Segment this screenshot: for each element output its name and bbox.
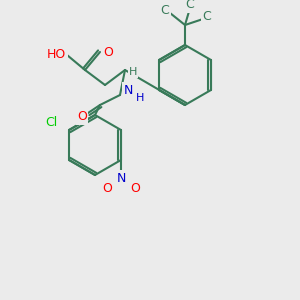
Text: HO: HO xyxy=(47,49,66,62)
Text: O: O xyxy=(77,110,87,124)
Text: O: O xyxy=(130,182,140,194)
Text: C: C xyxy=(202,11,211,23)
Text: C: C xyxy=(186,0,194,11)
Text: Cl: Cl xyxy=(45,116,57,128)
Text: O: O xyxy=(102,182,112,194)
Text: O: O xyxy=(103,46,113,59)
Text: N: N xyxy=(116,172,126,184)
Text: H: H xyxy=(129,67,137,77)
Text: N: N xyxy=(123,83,133,97)
Text: H: H xyxy=(136,93,144,103)
Text: C: C xyxy=(160,4,169,16)
